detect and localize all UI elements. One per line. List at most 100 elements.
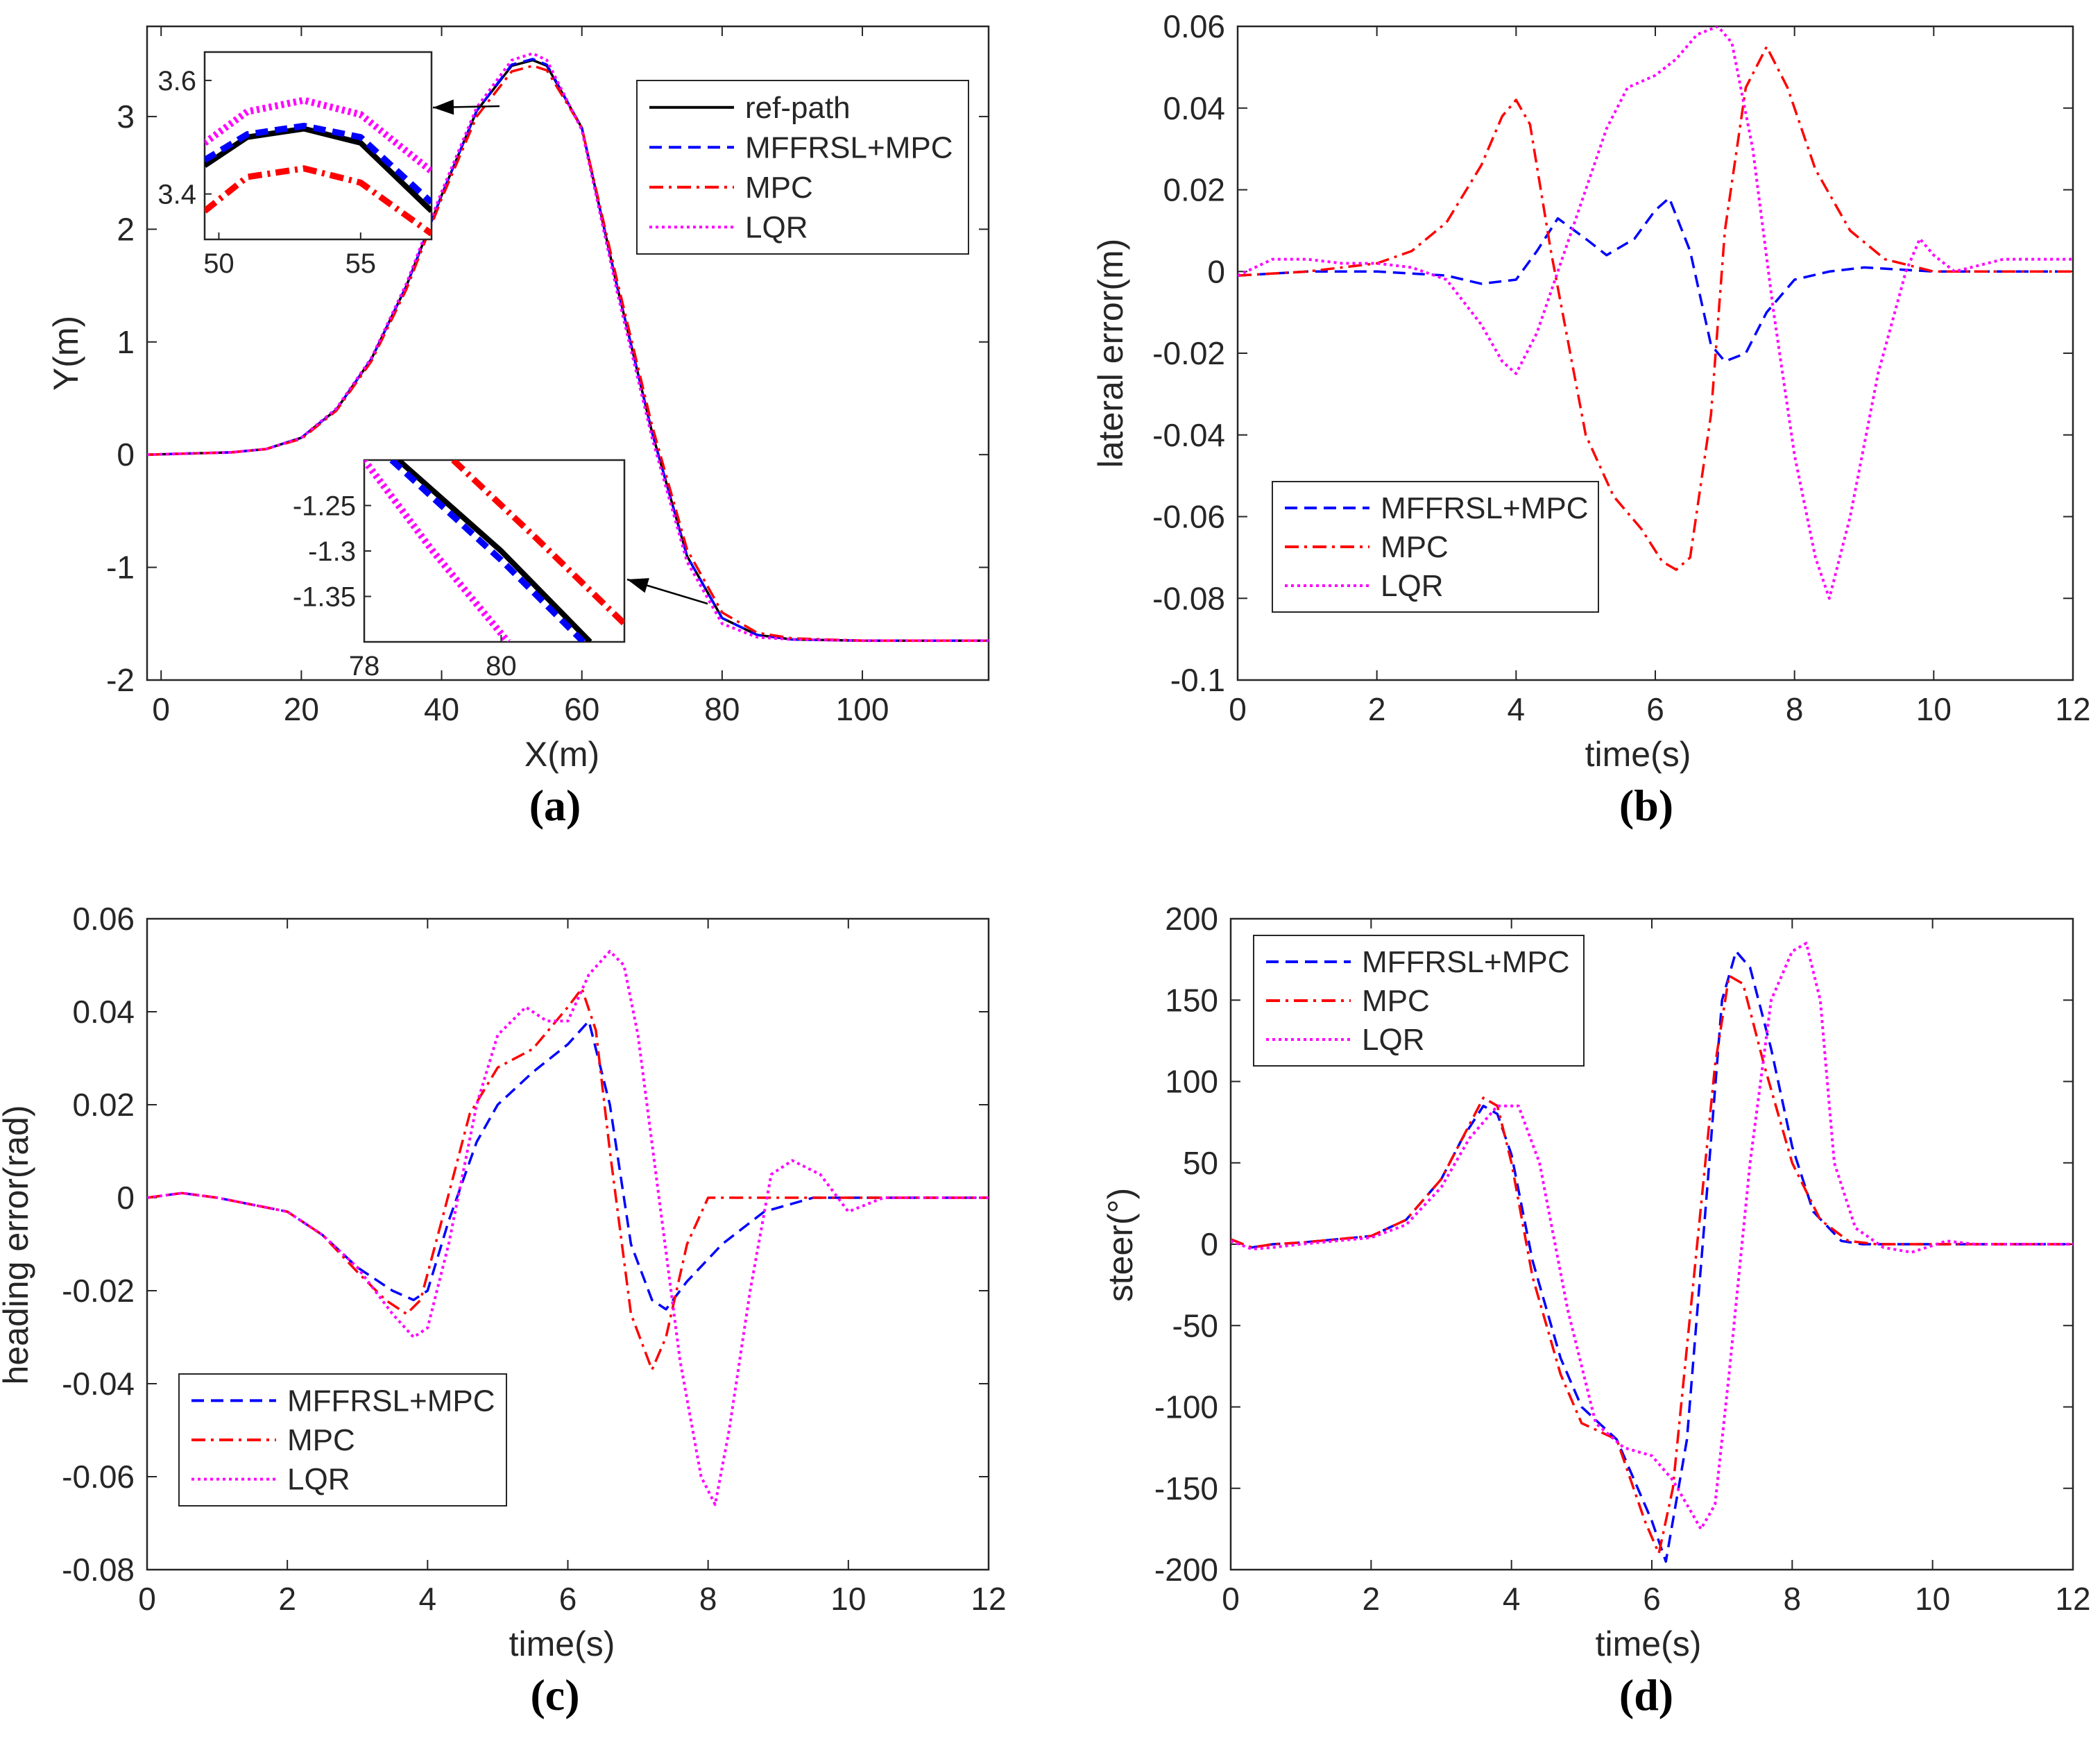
x-tick-label: 20 bbox=[284, 691, 319, 727]
legend: MFFRSL+MPC MPC LQR bbox=[1253, 935, 1585, 1067]
series-line-lqr bbox=[1238, 26, 2073, 600]
x-tick-label: 12 bbox=[971, 1581, 1006, 1617]
legend-label: MFFRSL+MPC bbox=[287, 1384, 495, 1418]
x-tick-label: 10 bbox=[830, 1581, 866, 1617]
x-tick-label: 8 bbox=[1784, 1581, 1802, 1617]
x-tick-label: 10 bbox=[1915, 1581, 1950, 1617]
series-line-mffrsl-mpc bbox=[1238, 196, 2073, 363]
x-tick-label: 2 bbox=[1363, 1581, 1381, 1617]
y-tick-label: 0.02 bbox=[1163, 172, 1225, 208]
y-tick-label: -0.04 bbox=[62, 1366, 135, 1402]
y-tick-label: 0.04 bbox=[72, 994, 135, 1030]
y-tick-label: 0.04 bbox=[1163, 90, 1225, 126]
inset-x-tick-label: 50 bbox=[203, 248, 234, 279]
legend: MFFRSL+MPC MPC LQR bbox=[1272, 481, 1599, 613]
zoom-arrow-head bbox=[433, 99, 454, 115]
inset-x-tick-label: 78 bbox=[349, 651, 380, 681]
series-line-mffrsl-mpc bbox=[389, 460, 586, 642]
chart-c: 0 2 4 6 8 10 12 -0.08 -0.06 -0.04 -0.02 0 0.02 0.04 0.… bbox=[0, 901, 1007, 1720]
y-tick-label: -0.08 bbox=[1152, 580, 1225, 616]
y-tick-label: 0.06 bbox=[72, 901, 135, 937]
x-tick-label: 6 bbox=[559, 1581, 577, 1617]
x-tick-label: 80 bbox=[704, 691, 740, 727]
y-tick-label: -0.04 bbox=[1152, 417, 1225, 453]
inset-y-tick-label: -1.25 bbox=[293, 491, 356, 522]
series-line-mpc bbox=[1238, 45, 2073, 571]
y-tick-label: -2 bbox=[106, 662, 135, 698]
inset-y-tick-label: 3.6 bbox=[157, 66, 196, 96]
y-tick-label: 0 bbox=[117, 436, 135, 473]
legend-label: ref-path bbox=[745, 91, 851, 125]
series-line-mffrsl-mpc bbox=[205, 122, 432, 205]
x-tick-label: 4 bbox=[419, 1581, 437, 1617]
series-line-mpc bbox=[451, 460, 624, 627]
x-tick-label: 6 bbox=[1643, 1581, 1661, 1617]
y-tick-label: 0.02 bbox=[72, 1087, 135, 1123]
x-tick-label: 10 bbox=[1916, 691, 1952, 727]
zoom-arrow-head bbox=[627, 578, 649, 593]
y-tick-label: -100 bbox=[1154, 1389, 1218, 1425]
inset-x-tick-label: 55 bbox=[345, 248, 377, 279]
y-tick-label: 0 bbox=[1200, 1226, 1218, 1262]
x-tick-label: 2 bbox=[278, 1581, 296, 1617]
y-tick-label: -150 bbox=[1154, 1470, 1218, 1507]
y-tick-label: -0.02 bbox=[62, 1273, 135, 1309]
y-tick-label: 0 bbox=[1207, 253, 1225, 289]
y-axis-label: Y(m) bbox=[46, 316, 85, 391]
series-line-lqr bbox=[364, 460, 511, 642]
x-tick-label: 8 bbox=[1786, 691, 1804, 727]
x-axis-label: time(s) bbox=[509, 1624, 615, 1663]
x-tick-label: 2 bbox=[1368, 691, 1386, 727]
y-tick-label: 1 bbox=[117, 324, 135, 360]
series-line-lqr bbox=[1231, 942, 2073, 1531]
y-tick-label: 150 bbox=[1165, 982, 1218, 1018]
y-tick-label: 50 bbox=[1183, 1145, 1218, 1181]
series-line-mpc bbox=[1231, 974, 2073, 1555]
x-tick-label: 100 bbox=[836, 691, 889, 727]
y-axis-label: lateral error(m) bbox=[1091, 239, 1130, 468]
series-line-ref-path bbox=[396, 460, 592, 642]
x-tick-label: 6 bbox=[1646, 691, 1664, 727]
legend-label: MFFRSL+MPC bbox=[745, 130, 953, 164]
y-tick-label: 0.06 bbox=[1163, 8, 1225, 44]
series-line-lqr bbox=[147, 949, 989, 1507]
y-tick-label: 100 bbox=[1165, 1064, 1218, 1100]
x-tick-label: 0 bbox=[152, 691, 170, 727]
x-tick-label: 0 bbox=[138, 1581, 156, 1617]
y-tick-label: -0.1 bbox=[1170, 662, 1225, 698]
legend-label: MPC bbox=[1362, 984, 1430, 1018]
legend-box bbox=[636, 80, 969, 255]
legend-label: LQR bbox=[745, 210, 808, 244]
legend-label: LQR bbox=[287, 1463, 350, 1497]
legend-label: MPC bbox=[1381, 530, 1449, 564]
y-axis-label: steer(°) bbox=[1101, 1188, 1140, 1302]
inset-0: 50 55 3.4 3.6 bbox=[157, 51, 433, 279]
x-tick-label: 4 bbox=[1503, 1581, 1521, 1617]
legend-label: MPC bbox=[745, 171, 813, 205]
y-tick-label: 3 bbox=[117, 99, 135, 135]
y-tick-label: -0.02 bbox=[1152, 335, 1225, 371]
series-line-mpc bbox=[205, 165, 432, 237]
y-tick-label: -0.06 bbox=[62, 1459, 135, 1495]
y-tick-label: 0 bbox=[117, 1180, 135, 1216]
y-tick-label: 200 bbox=[1165, 901, 1218, 937]
y-axis-label: heading error(rad) bbox=[0, 1105, 35, 1385]
chart-d: 0 2 4 6 8 10 12 -200 -150 -100 -50 0 50 100 150 200 time… bbox=[1101, 901, 2091, 1720]
chart-a: 0 20 40 60 80 100 -2 -1 0 1 2 3 X(m) Y(m) (a) 50 55 3.4 3.… bbox=[46, 25, 990, 830]
panel-caption: (a) bbox=[529, 781, 581, 830]
y-tick-label: 2 bbox=[117, 211, 135, 247]
legend-box bbox=[1272, 481, 1599, 613]
y-tick-label: -0.08 bbox=[62, 1552, 135, 1588]
series-line-mpc bbox=[147, 987, 989, 1371]
x-axis-label: time(s) bbox=[1585, 735, 1691, 774]
legend-label: MFFRSL+MPC bbox=[1381, 491, 1588, 525]
legend-box bbox=[1253, 935, 1585, 1067]
legend: ref-path MFFRSL+MPC MPC LQR bbox=[636, 80, 969, 255]
inset-y-tick-label: -1.35 bbox=[293, 582, 356, 613]
legend: MFFRSL+MPC MPC LQR bbox=[178, 1373, 507, 1507]
x-tick-label: 40 bbox=[424, 691, 459, 727]
inset-x-tick-label: 80 bbox=[486, 651, 517, 681]
panel-caption: (b) bbox=[1619, 781, 1673, 830]
x-tick-label: 0 bbox=[1222, 1581, 1240, 1617]
legend-label: LQR bbox=[1362, 1023, 1424, 1057]
